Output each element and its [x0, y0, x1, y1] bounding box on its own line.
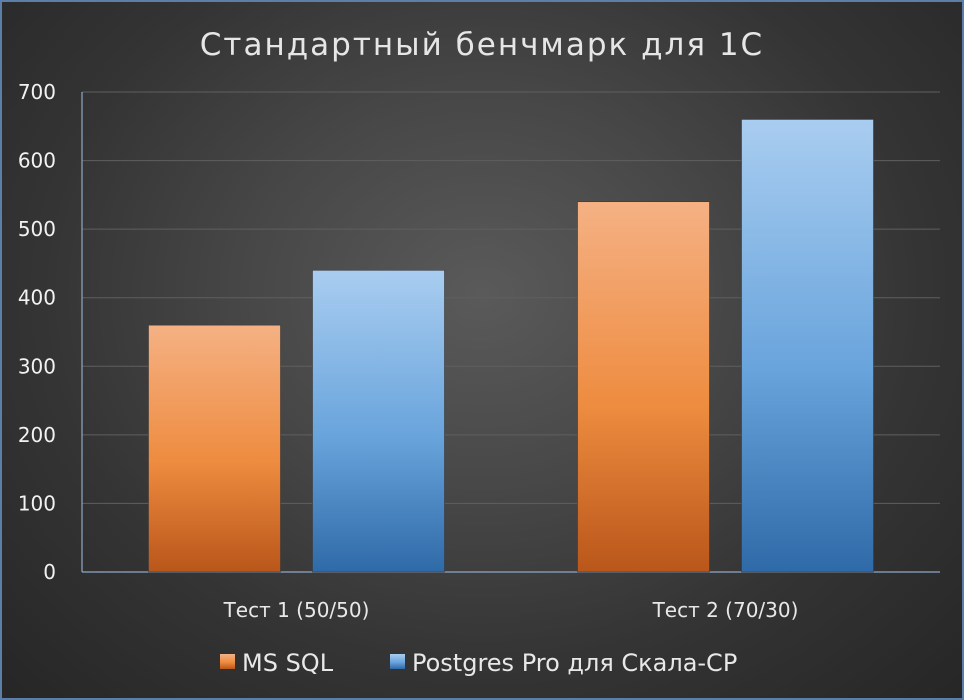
bar-ms-sql-1	[148, 324, 281, 573]
bar-ms-sql-2	[577, 201, 710, 573]
bar-postgres-pro-1	[312, 269, 445, 573]
y-axis-tick-labels: 0 100 200 300 400 500 600 700	[18, 80, 56, 584]
x-axis-category-labels: Тест 1 (50/50) Тест 2 (70/30)	[223, 598, 799, 622]
legend: MS SQL Postgres Pro для Скала-СР	[220, 649, 737, 677]
legend-swatch-postgres-pro	[390, 654, 405, 669]
y-tick-label: 600	[18, 149, 56, 173]
legend-label: Postgres Pro для Скала-СР	[412, 649, 737, 677]
x-category-label: Тест 2 (70/30)	[652, 598, 799, 622]
bars	[148, 119, 874, 573]
y-tick-label: 200	[18, 423, 56, 447]
y-tick-label: 500	[18, 217, 56, 241]
chart-title: Стандартный бенчмарк для 1С	[200, 27, 764, 63]
bar-postgres-pro-2	[741, 119, 874, 573]
legend-label: MS SQL	[242, 649, 334, 677]
y-tick-label: 100	[18, 491, 56, 515]
y-tick-label: 300	[18, 354, 56, 378]
x-category-label: Тест 1 (50/50)	[223, 598, 370, 622]
y-tick-label: 700	[18, 80, 56, 104]
y-tick-label: 0	[43, 560, 56, 584]
y-tick-label: 400	[18, 286, 56, 310]
legend-swatch-ms-sql	[220, 654, 235, 669]
